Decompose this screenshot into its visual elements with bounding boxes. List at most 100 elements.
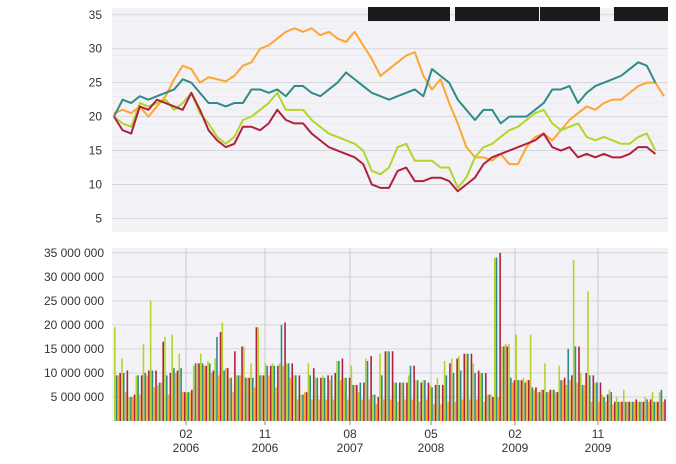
volume-bar xyxy=(205,365,207,421)
volume-y-tick-label: 30 000 000 xyxy=(44,270,104,284)
volume-bar xyxy=(264,363,267,421)
volume-bar xyxy=(273,365,276,421)
volume-bar xyxy=(538,392,541,421)
volume-bar xyxy=(619,401,621,421)
volume-bar xyxy=(237,375,240,421)
volume-bar xyxy=(515,334,518,421)
volume-bar xyxy=(551,389,553,421)
volume-bar xyxy=(617,401,620,421)
volume-bar xyxy=(592,375,595,421)
volume-bar xyxy=(126,370,129,421)
volume-y-tick-label: 35 000 000 xyxy=(44,246,104,260)
volume-bar xyxy=(128,396,130,421)
volume-bar xyxy=(441,384,444,421)
volume-bar xyxy=(323,377,326,421)
price-y-tick-label: 35 xyxy=(89,8,103,22)
volume-bar xyxy=(375,404,378,421)
volume-bar xyxy=(160,382,163,421)
volume-bar xyxy=(312,368,315,421)
volume-bar xyxy=(165,375,168,421)
volume-bar xyxy=(658,392,661,421)
volume-bar xyxy=(397,401,399,421)
volume-bar xyxy=(303,392,306,421)
price-y-tick-label: 5 xyxy=(95,211,102,225)
volume-bar xyxy=(363,382,365,421)
volume-bar xyxy=(185,392,188,421)
volume-bar xyxy=(223,370,225,421)
volume-bar xyxy=(554,392,557,421)
volume-bar xyxy=(588,375,591,421)
volume-bar xyxy=(545,392,548,421)
volume-bar xyxy=(407,375,410,421)
volume-bar xyxy=(275,387,277,421)
volume-bar xyxy=(286,363,288,421)
volume-bar xyxy=(372,394,374,421)
volume-bar xyxy=(124,392,127,421)
volume-bar xyxy=(379,353,381,421)
volume-bar xyxy=(411,399,414,422)
volume-bar xyxy=(413,365,415,421)
volume-bar xyxy=(502,346,505,421)
volume-bar xyxy=(585,372,587,421)
volume-bar xyxy=(445,375,448,421)
volume-bar xyxy=(311,399,313,422)
volume-bar xyxy=(427,382,430,421)
volume-bar xyxy=(339,380,342,421)
volume-bar xyxy=(320,377,322,421)
volume-y-tick-label: 25 000 000 xyxy=(44,294,104,308)
volume-bar xyxy=(646,399,648,422)
volume-bar xyxy=(651,392,654,421)
volume-bar xyxy=(216,336,218,421)
volume-bar xyxy=(155,370,157,421)
volume-bar xyxy=(398,382,401,421)
volume-bar xyxy=(214,358,216,421)
volume-bar xyxy=(484,372,487,421)
volume-bar xyxy=(262,375,265,421)
volume-bar xyxy=(474,372,476,421)
volume-bar xyxy=(467,353,469,421)
legend-entry xyxy=(455,7,539,21)
volume-bar xyxy=(338,360,340,421)
volume-bar xyxy=(563,377,566,421)
volume-bar xyxy=(355,384,358,421)
volume-bar xyxy=(402,382,405,421)
volume-bar xyxy=(298,375,301,421)
volume-bar xyxy=(567,348,570,421)
volume-bar xyxy=(359,382,362,421)
volume-bar xyxy=(140,375,143,421)
volume-bar xyxy=(531,387,534,421)
volume-bar xyxy=(459,370,462,421)
volume-bar xyxy=(386,351,389,421)
volume-bar xyxy=(540,389,543,421)
volume-bar xyxy=(314,377,317,421)
volume-bar xyxy=(433,404,435,421)
volume-bar xyxy=(343,377,345,421)
volume-bar xyxy=(259,375,261,421)
volume-bar xyxy=(171,334,173,421)
volume-bar xyxy=(544,363,546,421)
volume-bar xyxy=(336,360,338,421)
price-y-axis-ticks: 5 10 15 20 25 30 35 xyxy=(89,8,103,226)
volume-bar xyxy=(622,389,625,421)
x-tick-month: 02 xyxy=(508,427,522,441)
volume-bar xyxy=(151,370,154,421)
volume-bar xyxy=(266,365,268,421)
volume-bar xyxy=(318,399,320,422)
volume-bar xyxy=(196,363,199,421)
volume-bar xyxy=(271,363,274,421)
volume-bar xyxy=(149,300,152,421)
volume-bar xyxy=(624,401,627,421)
volume-bar xyxy=(606,394,609,421)
volume-bar xyxy=(348,377,351,421)
volume-bar xyxy=(368,399,371,422)
volume-bar xyxy=(470,353,473,421)
volume-bar xyxy=(639,401,641,421)
volume-bar xyxy=(535,387,537,421)
volume-bar xyxy=(269,365,272,421)
volume-bar xyxy=(472,363,475,421)
volume-bar xyxy=(257,327,259,421)
volume-bar xyxy=(395,382,397,421)
volume-bar xyxy=(404,399,406,422)
volume-bar xyxy=(384,351,387,421)
volume-bar xyxy=(492,396,494,421)
